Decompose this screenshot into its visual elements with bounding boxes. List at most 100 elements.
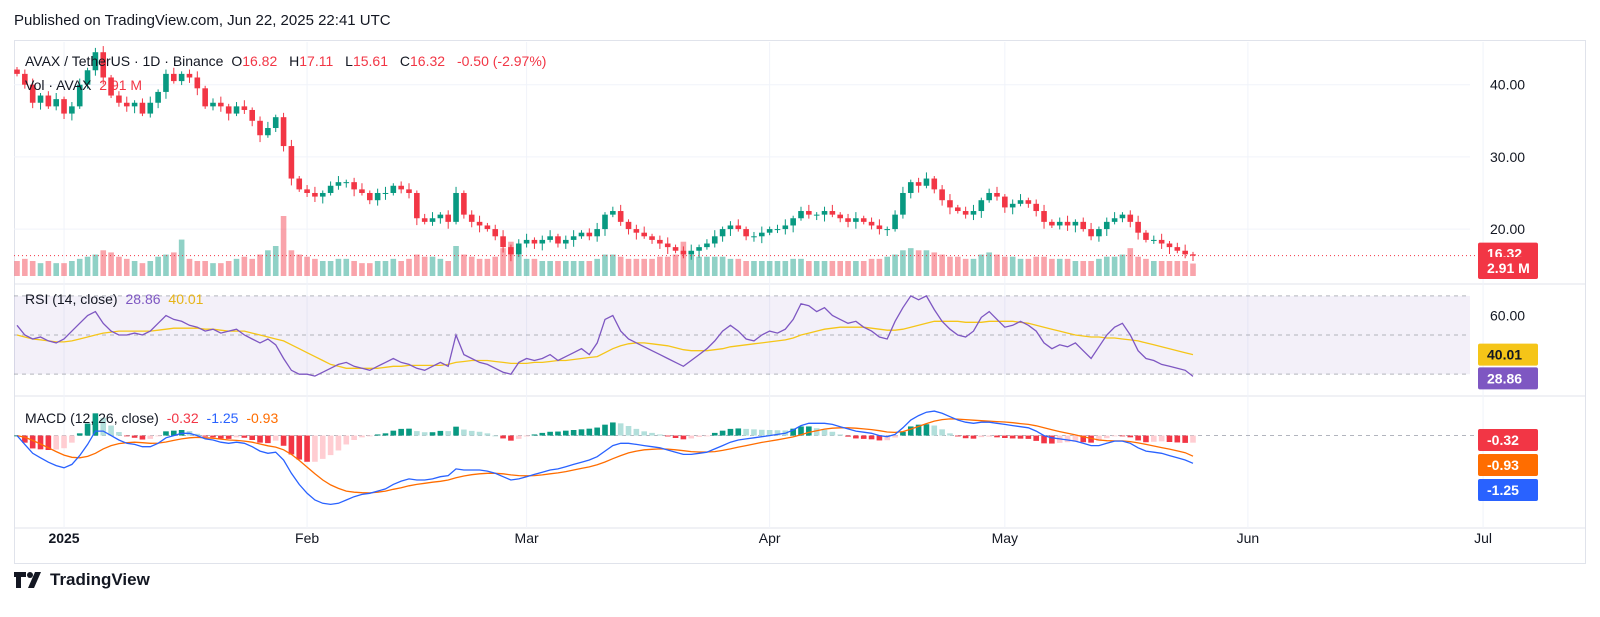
macd-histogram-bar	[69, 435, 75, 443]
macd-histogram-bar	[610, 422, 616, 436]
volume-bar	[1096, 258, 1102, 276]
macd-histogram-bar	[304, 435, 310, 462]
candle-body	[296, 178, 303, 190]
candle-body	[1127, 214, 1134, 222]
price-axis-label: 40.00	[1490, 77, 1525, 93]
volume-legend: Vol · AVAX 2.91 M	[25, 77, 146, 93]
candle-body	[476, 221, 483, 226]
volume-bar	[915, 250, 922, 276]
price-axis-label: 30.00	[1490, 149, 1525, 165]
time-axis-label: May	[992, 530, 1018, 546]
volume-bar	[1166, 261, 1173, 276]
candle-body	[194, 77, 201, 89]
volume-bar	[484, 258, 491, 276]
grid-lines	[14, 42, 1586, 529]
macd-histogram-bar	[594, 427, 600, 436]
macd-histogram-bar	[500, 435, 506, 439]
candle-body	[900, 192, 906, 215]
volume-bar	[92, 254, 99, 276]
volume-bar	[860, 261, 867, 276]
candle-body	[1025, 200, 1032, 204]
published-caption: Published on TradingView.com, Jun 22, 20…	[14, 12, 391, 29]
macd-histogram-bar	[272, 435, 279, 441]
candle-body	[798, 211, 804, 219]
candle-body	[210, 102, 216, 107]
volume-bar	[123, 258, 130, 276]
symbol-label: AVAX / TetherUS · 1D · Binance	[25, 53, 224, 69]
candle-body	[92, 52, 99, 71]
macd-histogram-bar	[719, 430, 726, 436]
volume-bar	[210, 263, 216, 276]
volume-bar	[704, 256, 710, 276]
macd-histogram-bar	[759, 429, 765, 436]
candle-body	[955, 207, 961, 212]
volume-bar	[649, 258, 655, 276]
volume-bar	[53, 263, 59, 276]
macd-histogram-bar	[37, 435, 44, 450]
candle-body	[515, 243, 522, 255]
macd-histogram-bar	[829, 431, 836, 436]
macd-label: MACD (12, 26, close)	[25, 410, 159, 426]
volume-bar	[539, 261, 546, 276]
macd-histogram-bar	[1002, 435, 1008, 438]
volume-bar	[970, 258, 977, 276]
price-axis-label: 20.00	[1490, 221, 1525, 237]
volume-bar	[672, 254, 679, 276]
candle-body	[884, 229, 891, 231]
macd-histogram-bar	[218, 435, 224, 439]
volume-bar	[45, 261, 52, 276]
candle-body	[421, 218, 428, 222]
candle-body	[1064, 221, 1071, 226]
candle-body	[1072, 221, 1079, 226]
macd-histogram-bar	[1111, 435, 1118, 437]
macd-hist-badge: -0.32	[1487, 432, 1519, 448]
volume-bar	[343, 258, 350, 276]
candle-body	[892, 214, 898, 230]
macd-histogram-bar	[421, 432, 428, 436]
volume-bar	[233, 258, 240, 276]
volume-bar	[962, 258, 969, 276]
macd-histogram-bar	[1151, 435, 1157, 442]
candle-body	[272, 117, 279, 129]
volume-bar	[790, 258, 796, 276]
candle-body	[76, 84, 83, 107]
macd-histogram-bar	[907, 426, 914, 436]
candle-body	[837, 214, 843, 219]
candle-body	[1151, 239, 1157, 241]
candle-body	[664, 243, 671, 248]
candle-body	[947, 200, 953, 208]
candle-body	[649, 236, 655, 240]
rsi-label: RSI (14, close)	[25, 291, 118, 307]
volume-bar	[265, 250, 271, 276]
macd-histogram-bar	[343, 435, 350, 445]
volume-bar	[453, 246, 459, 276]
price-candles	[14, 46, 1478, 262]
macd-histogram-bar	[461, 429, 467, 436]
candle-body	[280, 117, 287, 147]
macd-histogram-bar	[578, 429, 585, 436]
candle-body	[994, 192, 1000, 197]
candle-body	[1174, 247, 1181, 251]
volume-bar	[939, 254, 945, 276]
candle-body	[398, 185, 404, 190]
candle-body	[500, 236, 506, 248]
volume-bar	[461, 254, 467, 276]
candle-body	[147, 102, 154, 114]
tradingview-logo[interactable]: TradingView	[14, 570, 150, 590]
macd-histogram-bar	[29, 435, 36, 449]
volume-bar	[578, 261, 585, 276]
macd-histogram-bar	[468, 430, 475, 436]
volume-bar	[743, 261, 749, 276]
candle-body	[131, 102, 138, 107]
volume-bar	[359, 263, 365, 276]
candle-body	[265, 128, 271, 136]
volume-bar	[727, 258, 734, 276]
candle-body	[100, 52, 107, 78]
candle-body	[163, 73, 169, 92]
volume-bar	[257, 254, 263, 276]
macd-histogram-bar	[1135, 435, 1141, 441]
candle-body	[304, 189, 310, 193]
candle-body	[374, 192, 381, 201]
